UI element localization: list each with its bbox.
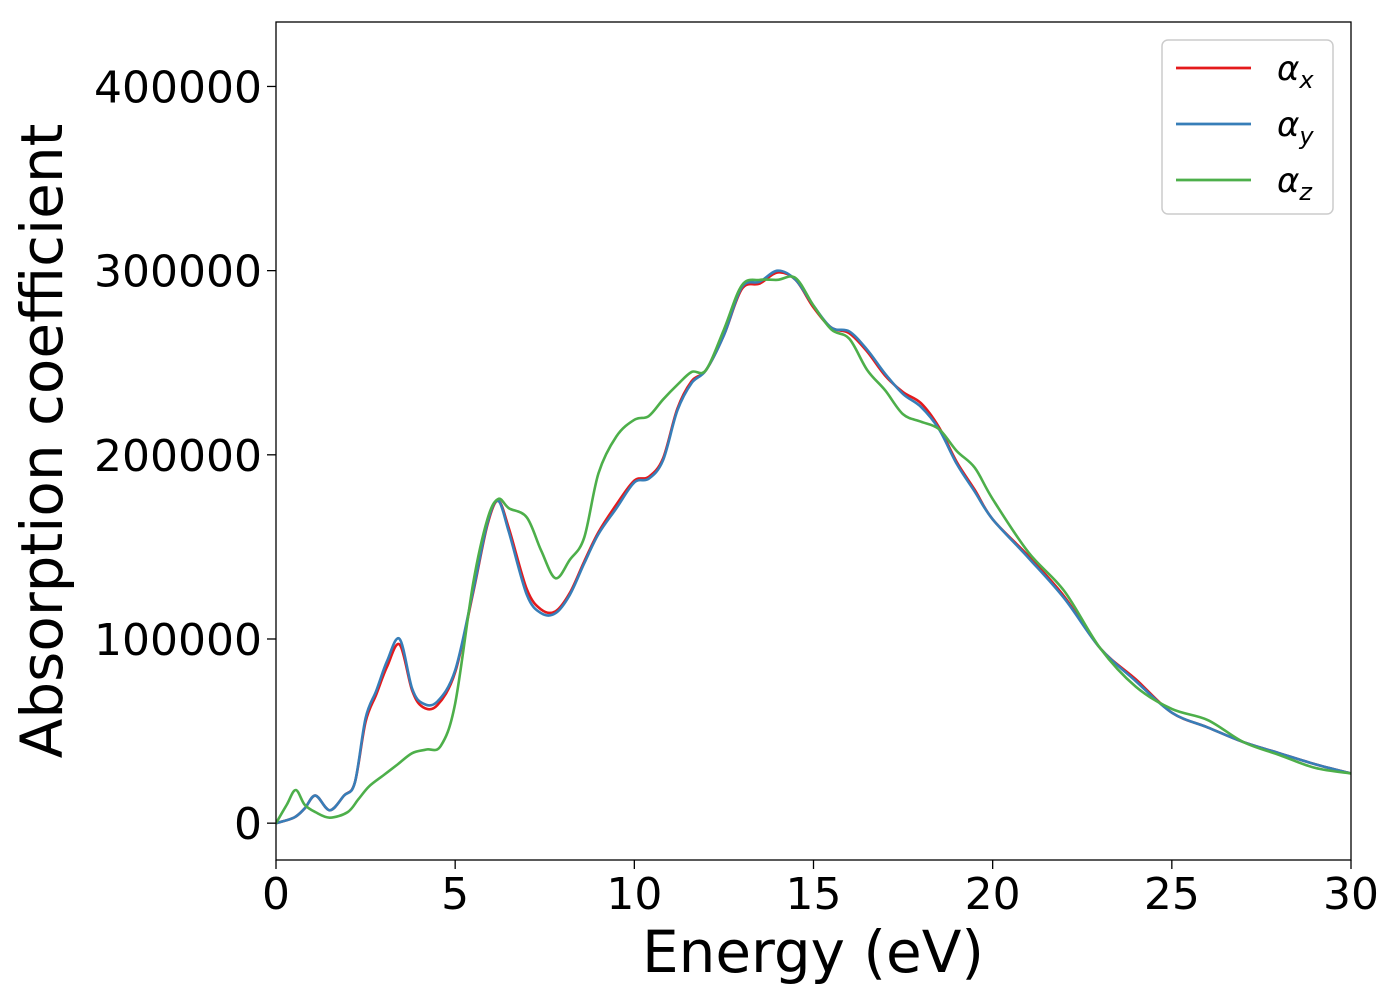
x-tick-label: 5 — [441, 869, 469, 920]
x-tick-label: 0 — [262, 869, 290, 920]
legend-label-subscript: z — [1298, 178, 1313, 206]
x-tick-label: 15 — [786, 869, 842, 920]
y-axis: 0 100000 200000 300000 400000 — [94, 62, 276, 850]
legend-label-symbol: α — [1277, 161, 1299, 201]
series-line-z — [276, 275, 1351, 824]
legend-label-subscript: y — [1298, 122, 1314, 150]
y-tick-label: 200000 — [94, 431, 262, 482]
x-tick-label: 10 — [606, 869, 662, 920]
x-tick-label: 30 — [1323, 869, 1379, 920]
legend-label-subscript: x — [1298, 66, 1314, 94]
y-axis-title: Absorption coefficient — [8, 124, 76, 759]
x-axis-title: Energy (eV) — [642, 918, 984, 986]
series-line-x — [276, 271, 1351, 825]
legend-label-y: αy — [1277, 105, 1314, 150]
legend-label-symbol: α — [1277, 49, 1299, 89]
legend-box — [1161, 39, 1334, 215]
legend-label-symbol: α — [1277, 105, 1299, 145]
series-line-y — [276, 269, 1351, 825]
x-axis: 0 5 10 15 20 25 30 — [262, 860, 1379, 920]
y-tick-label: 400000 — [94, 62, 262, 113]
x-tick-label: 20 — [965, 869, 1021, 920]
y-tick-label: 100000 — [94, 615, 262, 666]
legend-label-z: αz — [1277, 161, 1313, 206]
series-layer — [276, 269, 1351, 825]
y-tick-label: 0 — [234, 799, 262, 850]
legend-label-x: αx — [1277, 49, 1314, 94]
y-tick-label: 300000 — [94, 247, 262, 298]
x-tick-label: 25 — [1144, 869, 1200, 920]
